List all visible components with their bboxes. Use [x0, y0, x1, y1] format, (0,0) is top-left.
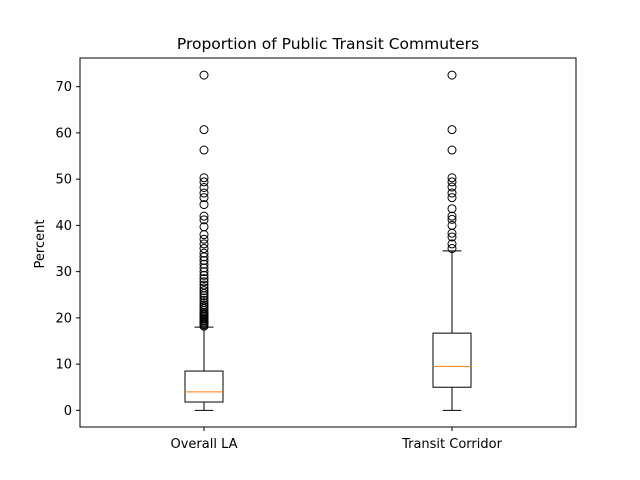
outlier-point — [447, 204, 457, 214]
y-tick-label: 20 — [55, 311, 72, 326]
y-tick-label: 60 — [55, 126, 72, 141]
outlier-point — [447, 244, 457, 254]
outlier-point — [199, 239, 209, 249]
outlier-point — [199, 263, 209, 273]
outlier-point — [199, 283, 209, 293]
outlier-point — [199, 222, 209, 232]
iqr-box — [184, 370, 224, 403]
y-tick-label: 40 — [55, 219, 72, 234]
outlier-point — [447, 182, 457, 192]
outlier-point — [199, 182, 209, 192]
outlier-point — [199, 248, 209, 258]
outlier-point — [447, 145, 457, 155]
outlier-point — [447, 188, 457, 198]
outlier-point — [199, 125, 209, 135]
outlier-point — [447, 177, 457, 187]
x-tick-label: Transit Corridor — [401, 437, 503, 452]
outlier-point — [199, 188, 209, 198]
outlier-point — [199, 277, 209, 287]
outlier-point — [199, 270, 209, 280]
outlier-point — [199, 211, 209, 221]
outlier-point — [447, 193, 457, 203]
y-tick-label: 70 — [55, 80, 72, 95]
chart-title: Proportion of Public Transit Commuters — [177, 35, 479, 53]
axes-frame — [79, 57, 577, 428]
outlier-point — [447, 220, 457, 230]
outlier-point — [199, 280, 209, 290]
outlier-point — [447, 70, 457, 80]
outlier-point — [447, 239, 457, 249]
outlier-point — [199, 293, 209, 303]
outlier-point — [199, 215, 209, 225]
outlier-point — [199, 259, 209, 269]
outlier-point — [199, 267, 209, 277]
y-tick-label: 0 — [64, 404, 72, 419]
plot-area: 0 10 20 30 40 50 60 70 Overall LA Transit Corrido… — [55, 70, 503, 452]
outlier-point — [447, 214, 457, 224]
iqr-box — [432, 332, 472, 388]
outlier-point — [199, 234, 209, 244]
outlier-point — [199, 70, 209, 80]
outlier-point — [447, 173, 457, 183]
y-tick-label: 30 — [55, 265, 72, 280]
outlier-point — [199, 286, 209, 296]
outlier-point — [199, 145, 209, 155]
outlier-point — [199, 244, 209, 254]
outlier-point — [199, 177, 209, 187]
outlier-point — [447, 232, 457, 242]
outlier-point — [199, 193, 209, 203]
outlier-point — [199, 300, 209, 310]
y-tick-label: 50 — [55, 173, 72, 188]
outlier-point — [199, 295, 209, 305]
outlier-point — [447, 211, 457, 221]
y-axis-label: Percent — [33, 220, 48, 269]
y-tick-label: 10 — [55, 358, 72, 373]
outlier-point — [199, 200, 209, 210]
outlier-point — [199, 298, 209, 308]
outlier-point — [199, 274, 209, 284]
outlier-point — [199, 256, 209, 266]
outlier-point — [447, 125, 457, 135]
x-tick-label: Overall LA — [170, 437, 237, 452]
outlier-point — [199, 173, 209, 183]
